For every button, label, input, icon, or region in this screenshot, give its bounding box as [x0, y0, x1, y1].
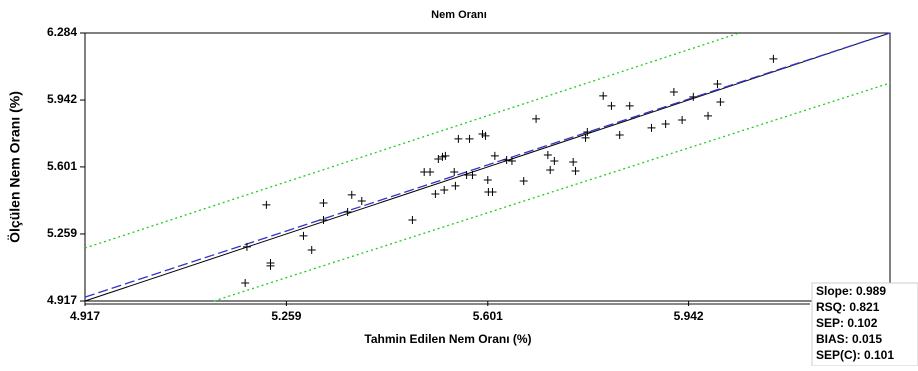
point — [488, 187, 497, 196]
point — [532, 114, 541, 123]
point — [319, 198, 328, 207]
point — [319, 216, 328, 225]
point — [266, 261, 275, 270]
point — [669, 88, 678, 97]
x-axis-label: Tahmin Edilen Nem Oranı (%) — [364, 332, 531, 346]
point — [307, 246, 316, 255]
point — [507, 157, 516, 166]
point — [490, 151, 499, 160]
point — [357, 197, 366, 206]
point — [299, 231, 308, 240]
point — [483, 176, 492, 185]
point — [581, 133, 590, 142]
y-tick-label: 5.259 — [47, 226, 77, 240]
reference-line — [213, 82, 891, 302]
point — [713, 79, 722, 88]
point — [543, 150, 552, 159]
stat-text: Slope: 0.989 — [816, 284, 886, 298]
point — [241, 278, 250, 287]
point — [583, 128, 592, 137]
point — [426, 167, 435, 176]
point — [434, 155, 443, 164]
x-tick-label: 4.917 — [70, 309, 100, 323]
y-tick-label: 4.917 — [47, 293, 77, 307]
point — [704, 111, 713, 120]
stat-text: SEP(C): 0.101 — [816, 348, 894, 362]
point — [625, 101, 634, 110]
stats-box — [811, 282, 918, 367]
point — [569, 158, 578, 167]
stat-text: RSQ: 0.821 — [816, 300, 880, 314]
point — [615, 130, 624, 139]
point — [678, 116, 687, 125]
point — [607, 101, 616, 110]
point — [599, 91, 608, 100]
point — [481, 131, 490, 140]
point — [468, 170, 477, 179]
x-tick-label: 5.942 — [674, 309, 704, 323]
point — [465, 134, 474, 143]
point — [408, 216, 417, 225]
y-tick-label: 6.284 — [47, 25, 77, 39]
reference-line — [84, 32, 891, 298]
point — [546, 166, 555, 175]
point — [519, 177, 528, 186]
point — [647, 123, 656, 132]
point — [571, 167, 580, 176]
point — [343, 207, 352, 216]
point — [454, 134, 463, 143]
point — [550, 157, 559, 166]
chart-title: Nem Oranı — [431, 9, 487, 21]
point — [661, 119, 670, 128]
stat-text: SEP: 0.102 — [816, 316, 878, 330]
point — [441, 151, 450, 160]
x-tick-label: 5.601 — [473, 309, 503, 323]
point — [450, 167, 459, 176]
point — [242, 242, 251, 251]
point — [451, 181, 460, 190]
point — [769, 54, 778, 63]
point — [502, 156, 511, 165]
y-axis-label: Ölçülen Nem Oranı (%) — [7, 91, 23, 243]
point — [716, 98, 725, 107]
point — [347, 190, 356, 199]
stat-text: BIAS: 0.015 — [816, 332, 882, 346]
y-tick-label: 5.942 — [47, 92, 77, 106]
point — [689, 92, 698, 101]
y-tick-label: 5.601 — [47, 159, 77, 173]
point — [431, 189, 440, 198]
point — [440, 186, 449, 195]
x-tick-label: 5.259 — [271, 309, 301, 323]
point — [262, 200, 271, 209]
